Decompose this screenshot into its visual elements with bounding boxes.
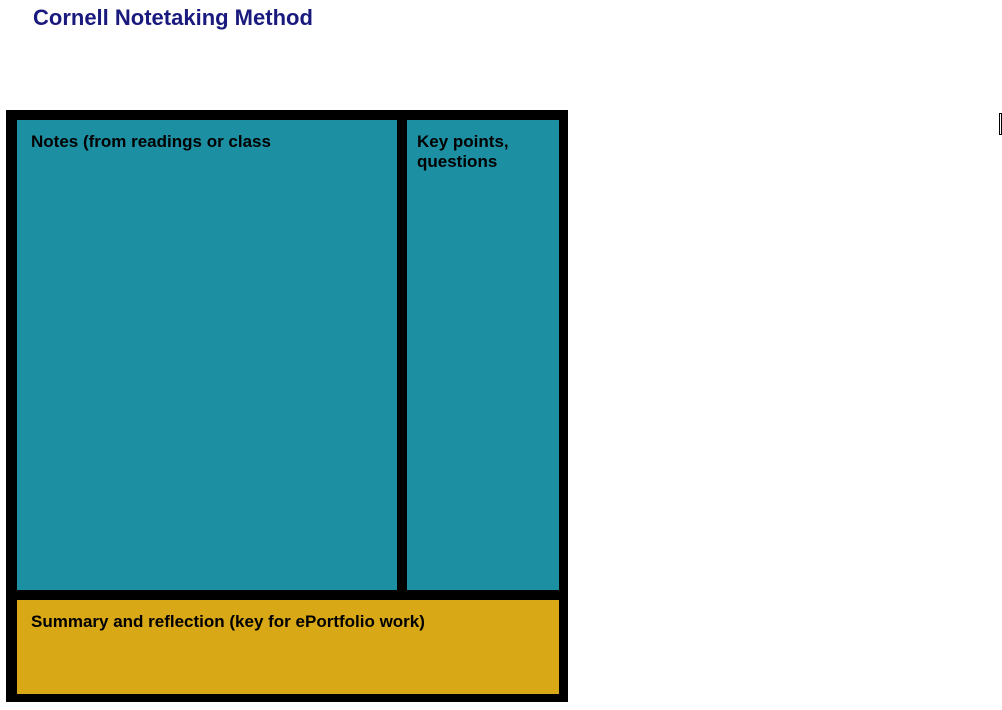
keypoints-panel: Key points, questions (407, 120, 559, 590)
summary-panel: Summary and reflection (key for ePortfol… (17, 600, 559, 694)
page-title: Cornell Notetaking Method (33, 5, 313, 30)
cornell-diagram: Notes (from readings or class Key points… (6, 110, 568, 702)
keypoints-label: Key points, questions (417, 132, 549, 171)
summary-label: Summary and reflection (key for ePortfol… (31, 612, 545, 632)
notes-panel: Notes (from readings or class (17, 120, 397, 590)
title-text: Cornell Notetaking Method (33, 5, 313, 30)
notes-label: Notes (from readings or class (31, 132, 383, 152)
